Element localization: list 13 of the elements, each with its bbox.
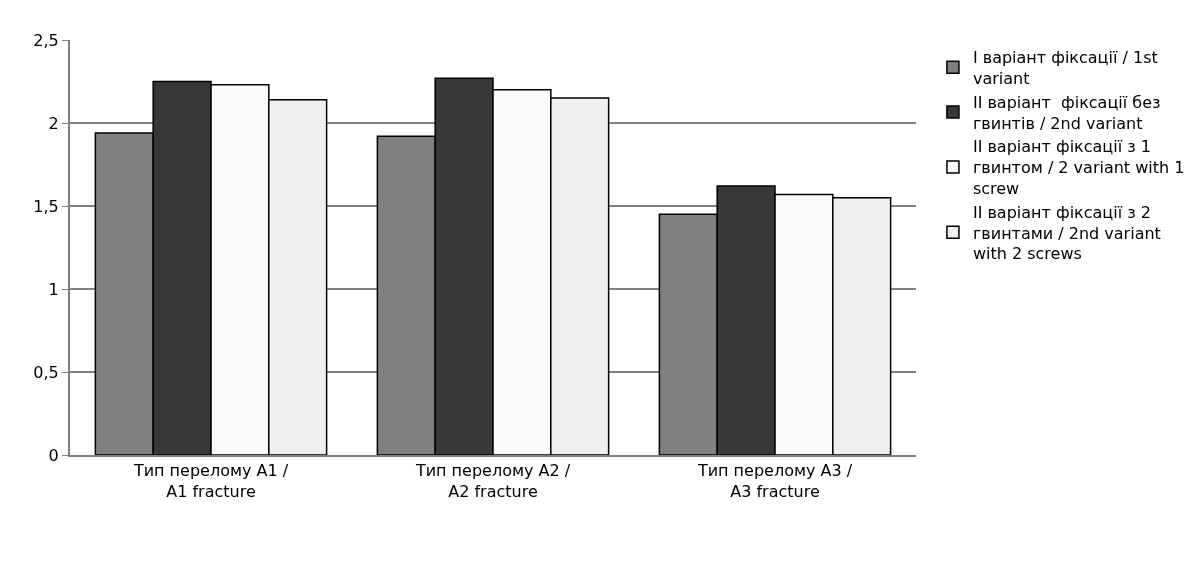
y-tick-label: 0 [48,445,59,465]
x-tick-label: Тип перелому А1 / A1 fracture [132,461,289,501]
y-tick-label: 1,5 [33,196,59,216]
y-tick-label: 2,5 [33,30,59,50]
legend-label: II варіант фіксації з 2 гвинтами / 2nd variant with 2 screws [972,202,1161,264]
y-tick-label: 1 [48,279,59,299]
y-tick-label: 2 [48,113,59,133]
x-tick-label: Тип перелому А3 / A3 fracture [696,461,853,501]
legend-label: I варіант фіксації / 1st variant [972,48,1158,88]
y-tick-label: 0,5 [33,362,59,382]
x-tick-label: Тип перелому А2 / A2 fracture [414,461,571,501]
legend-label: II варіант фіксації з 1 гвинтом / 2 variant with 1 screw [972,137,1185,198]
legend-label: II варіант фіксації без гвинтів / 2nd variant [972,92,1161,133]
